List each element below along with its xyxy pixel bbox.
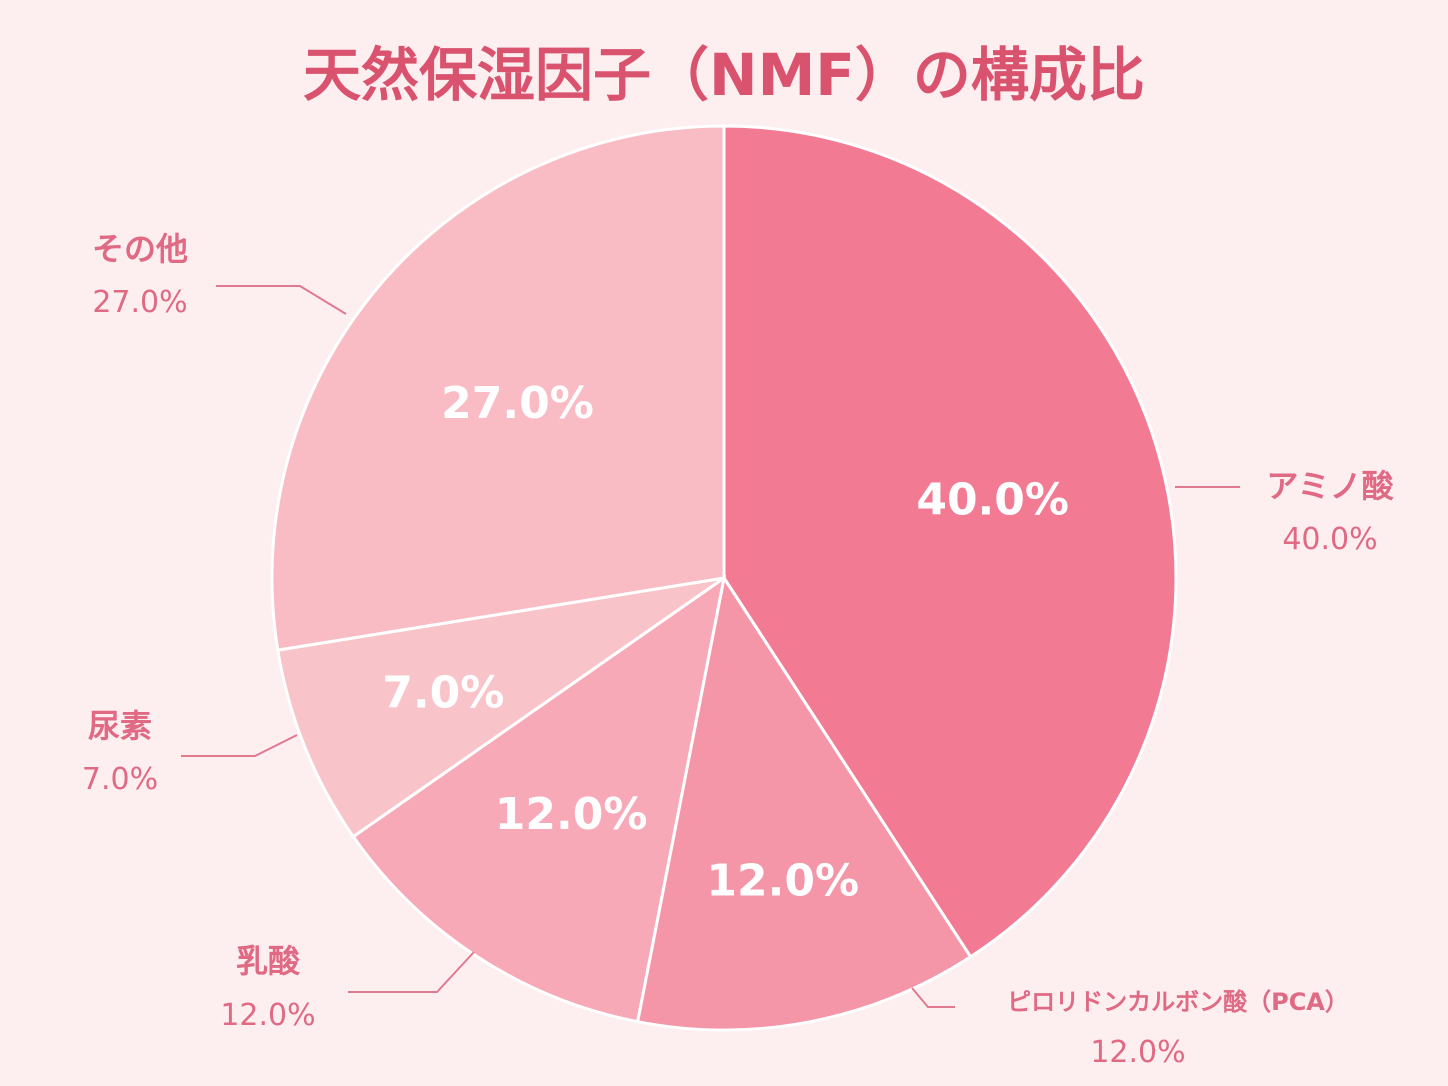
slice-value-label-3: 12.0% [495,789,648,840]
slice-value-label-4: 7.0% [382,668,504,719]
leader-line-4 [181,734,298,757]
chart-title: 天然保湿因子（NMF）の構成比 [303,41,1145,109]
leader-line-2 [911,987,955,1008]
slice-value-label-1: 40.0% [916,474,1069,525]
category-label-2: ピロリドンカルボン酸（PCA） [1007,988,1349,1016]
leader-line-3 [348,951,475,993]
pie-slice-3 [351,574,727,1024]
category-label-4: 尿素 [88,707,152,745]
category-label-5: その他 [92,230,188,268]
category-label-3: 乳酸 [236,942,301,980]
pie-slice-5 [270,124,726,652]
category-value-label-3: 12.0% [220,998,315,1033]
leader-line-5 [216,285,347,315]
slice-value-label-5: 27.0% [441,378,594,429]
pie-slice-2 [635,574,973,1032]
category-value-label-1: 40.0% [1282,522,1377,557]
category-value-label-4: 7.0% [82,762,158,797]
category-label-1: アミノ酸 [1266,467,1394,505]
category-value-label-5: 27.0% [92,285,187,320]
category-value-label-2: 12.0% [1090,1035,1185,1070]
slice-value-label-2: 12.0% [706,856,859,907]
pie-slice-4 [276,576,725,839]
